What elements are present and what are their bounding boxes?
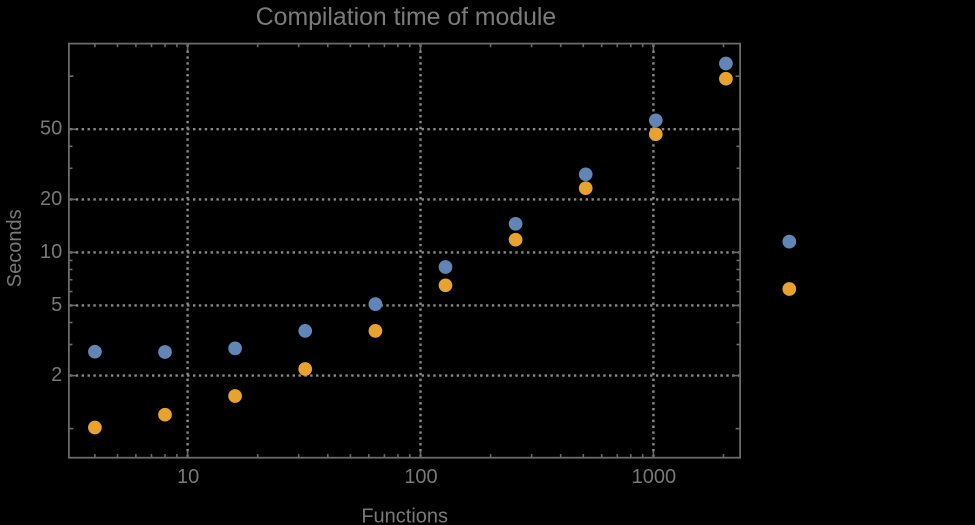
svg-text:100: 100	[404, 466, 437, 488]
svg-text:2: 2	[51, 364, 62, 386]
svg-text:10: 10	[177, 466, 199, 488]
svg-text:20: 20	[40, 188, 62, 210]
svg-text:Compilation time of module: Compilation time of module	[256, 4, 556, 31]
svg-text:10: 10	[40, 241, 62, 263]
svg-text:Functions: Functions	[361, 505, 448, 525]
svg-text:50: 50	[40, 118, 62, 140]
svg-text:1000: 1000	[632, 466, 677, 488]
svg-text:Seconds: Seconds	[4, 209, 26, 287]
svg-text:5: 5	[51, 294, 62, 316]
